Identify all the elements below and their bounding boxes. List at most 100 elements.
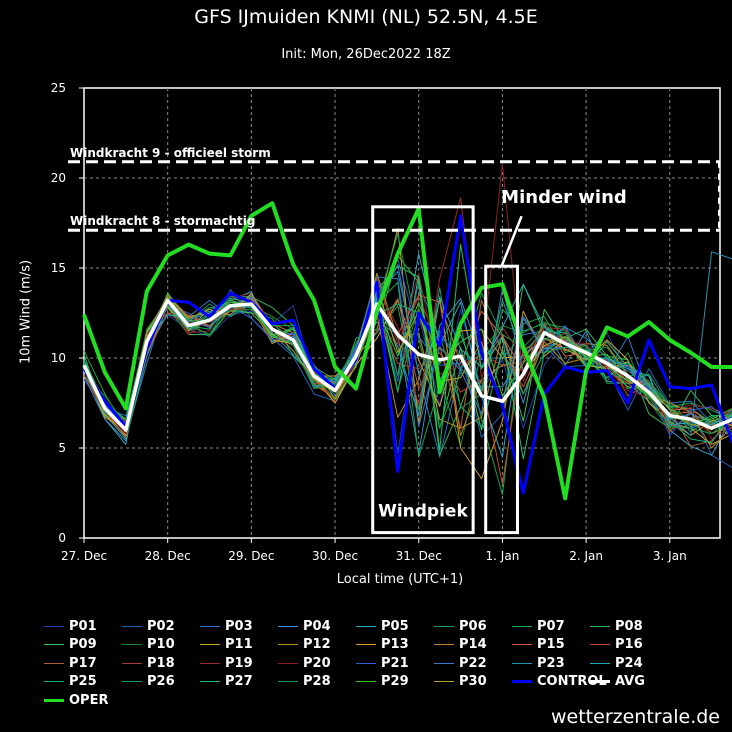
legend-item-p17: P17: [44, 654, 97, 672]
legend-swatch: [278, 681, 298, 682]
x-tick-label: 27. Dec: [61, 549, 107, 563]
legend-label: P06: [459, 618, 487, 634]
legend-item-p22: P22: [434, 654, 487, 672]
legend-label: AVG: [615, 674, 645, 689]
annotation-pointer: [500, 215, 523, 267]
legend-item-avg: AVG: [590, 673, 645, 691]
legend-item-p04: P04: [278, 617, 331, 635]
x-tick-label: 31. Dec: [396, 549, 442, 563]
legend-swatch: [122, 681, 142, 682]
legend-label: P10: [147, 637, 175, 652]
series-line-p27: [83, 244, 732, 460]
legend-swatch: [356, 662, 376, 664]
legend-swatch: [590, 644, 610, 645]
legend-swatch: [590, 680, 610, 683]
legend-item-p24: P24: [590, 654, 643, 672]
legend-label: P13: [381, 637, 409, 652]
legend-swatch: [512, 680, 532, 683]
legend-label: P07: [537, 618, 565, 634]
legend-swatch: [44, 662, 64, 664]
legend-item-control: CONTROL: [512, 673, 607, 691]
legend-label: P19: [225, 655, 253, 671]
legend-label: P25: [69, 674, 97, 689]
legend-swatch: [512, 662, 532, 664]
x-tick-label: 2. Jan: [569, 549, 603, 563]
legend-label: P27: [225, 674, 253, 689]
legend-label: P15: [537, 637, 565, 652]
legend-swatch: [512, 644, 532, 645]
legend-swatch: [200, 662, 220, 664]
x-tick-label: 3. Jan: [653, 549, 687, 563]
legend-item-p13: P13: [356, 636, 409, 654]
legend-label: P30: [459, 674, 487, 689]
x-axis-label: Local time (UTC+1): [336, 572, 464, 587]
legend-item-p20: P20: [278, 654, 331, 672]
legend-swatch: [512, 625, 532, 627]
legend-item-p28: P28: [278, 673, 331, 691]
series-line-oper: [82, 201, 732, 501]
annotation-label-minder-wind: Minder wind: [501, 187, 627, 208]
legend-item-p26: P26: [122, 673, 175, 691]
legend-label: P04: [303, 618, 331, 634]
legend-label: P11: [225, 637, 253, 652]
legend-label: P24: [615, 655, 643, 671]
legend-label: P26: [147, 674, 175, 689]
legend-label: P29: [381, 674, 409, 689]
legend-item-oper: OPER: [44, 691, 108, 709]
y-tick-label: 15: [51, 261, 66, 275]
y-tick-label: 25: [51, 81, 66, 95]
legend-label: P16: [615, 637, 643, 652]
legend-item-p10: P10: [122, 636, 175, 654]
legend-label: P18: [147, 655, 175, 671]
series-line-p18: [83, 276, 732, 427]
legend-item-p12: P12: [278, 636, 331, 654]
x-tick-label: 1. Jan: [486, 549, 520, 563]
legend-item-p15: P15: [512, 636, 565, 654]
legend-label: P17: [69, 655, 97, 671]
legend-swatch: [122, 662, 142, 664]
legend-label: CONTROL: [537, 674, 607, 689]
legend-swatch: [434, 662, 454, 664]
series-line-p28: [83, 233, 732, 429]
legend-item-p21: P21: [356, 654, 409, 672]
legend-label: P08: [615, 618, 643, 634]
series-line-p21: [83, 258, 732, 436]
legend-label: P22: [459, 655, 487, 671]
legend-label: P03: [225, 618, 253, 634]
x-tick-label: 30. Dec: [312, 549, 358, 563]
legend-item-p23: P23: [512, 654, 565, 672]
legend-label: P09: [69, 637, 97, 652]
legend-item-p08: P08: [590, 617, 643, 635]
legend-swatch: [278, 662, 298, 664]
legend-swatch: [278, 625, 298, 627]
legend-swatch: [44, 681, 64, 682]
series-line-p20: [83, 163, 732, 440]
legend-swatch: [356, 681, 376, 682]
legend-swatch: [590, 625, 610, 627]
legend-swatch: [122, 644, 142, 645]
legend-item-p11: P11: [200, 636, 253, 654]
plot-frame: [83, 87, 721, 539]
annotation-label-windpiek: Windpiek: [378, 502, 468, 522]
legend-swatch: [200, 644, 220, 645]
legend-item-p30: P30: [434, 673, 487, 691]
legend-swatch: [122, 625, 142, 627]
legend-label: P14: [459, 637, 487, 652]
legend-swatch: [356, 625, 376, 627]
series-line-avg: [82, 298, 732, 432]
legend-item-p18: P18: [122, 654, 175, 672]
legend-label: P20: [303, 655, 331, 671]
legend-item-p03: P03: [200, 617, 253, 635]
x-tick-label: 29. Dec: [228, 549, 274, 563]
legend-label: P28: [303, 674, 331, 689]
legend-swatch: [200, 681, 220, 682]
reference-line-label: Windkracht 8 - stormachtig: [70, 214, 255, 228]
legend-swatch: [356, 644, 376, 645]
legend-swatch: [434, 681, 454, 682]
legend-label: P01: [69, 618, 97, 634]
y-tick-label: 20: [51, 171, 66, 185]
legend-label: P23: [537, 655, 565, 671]
legend-label: OPER: [69, 692, 109, 708]
legend-item-p19: P19: [200, 654, 253, 672]
legend-swatch: [44, 644, 64, 645]
